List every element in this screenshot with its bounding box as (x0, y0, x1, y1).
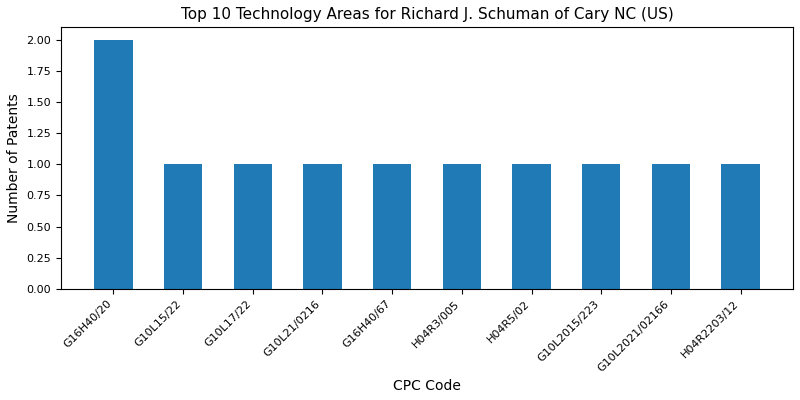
X-axis label: CPC Code: CPC Code (393, 379, 461, 393)
Bar (303, 164, 342, 289)
Bar (442, 164, 481, 289)
Title: Top 10 Technology Areas for Richard J. Schuman of Cary NC (US): Top 10 Technology Areas for Richard J. S… (181, 7, 674, 22)
Bar (373, 164, 411, 289)
Bar (234, 164, 272, 289)
Bar (652, 164, 690, 289)
Y-axis label: Number of Patents: Number of Patents (7, 93, 21, 223)
Bar (512, 164, 550, 289)
Bar (722, 164, 760, 289)
Bar (94, 40, 133, 289)
Bar (582, 164, 621, 289)
Bar (164, 164, 202, 289)
